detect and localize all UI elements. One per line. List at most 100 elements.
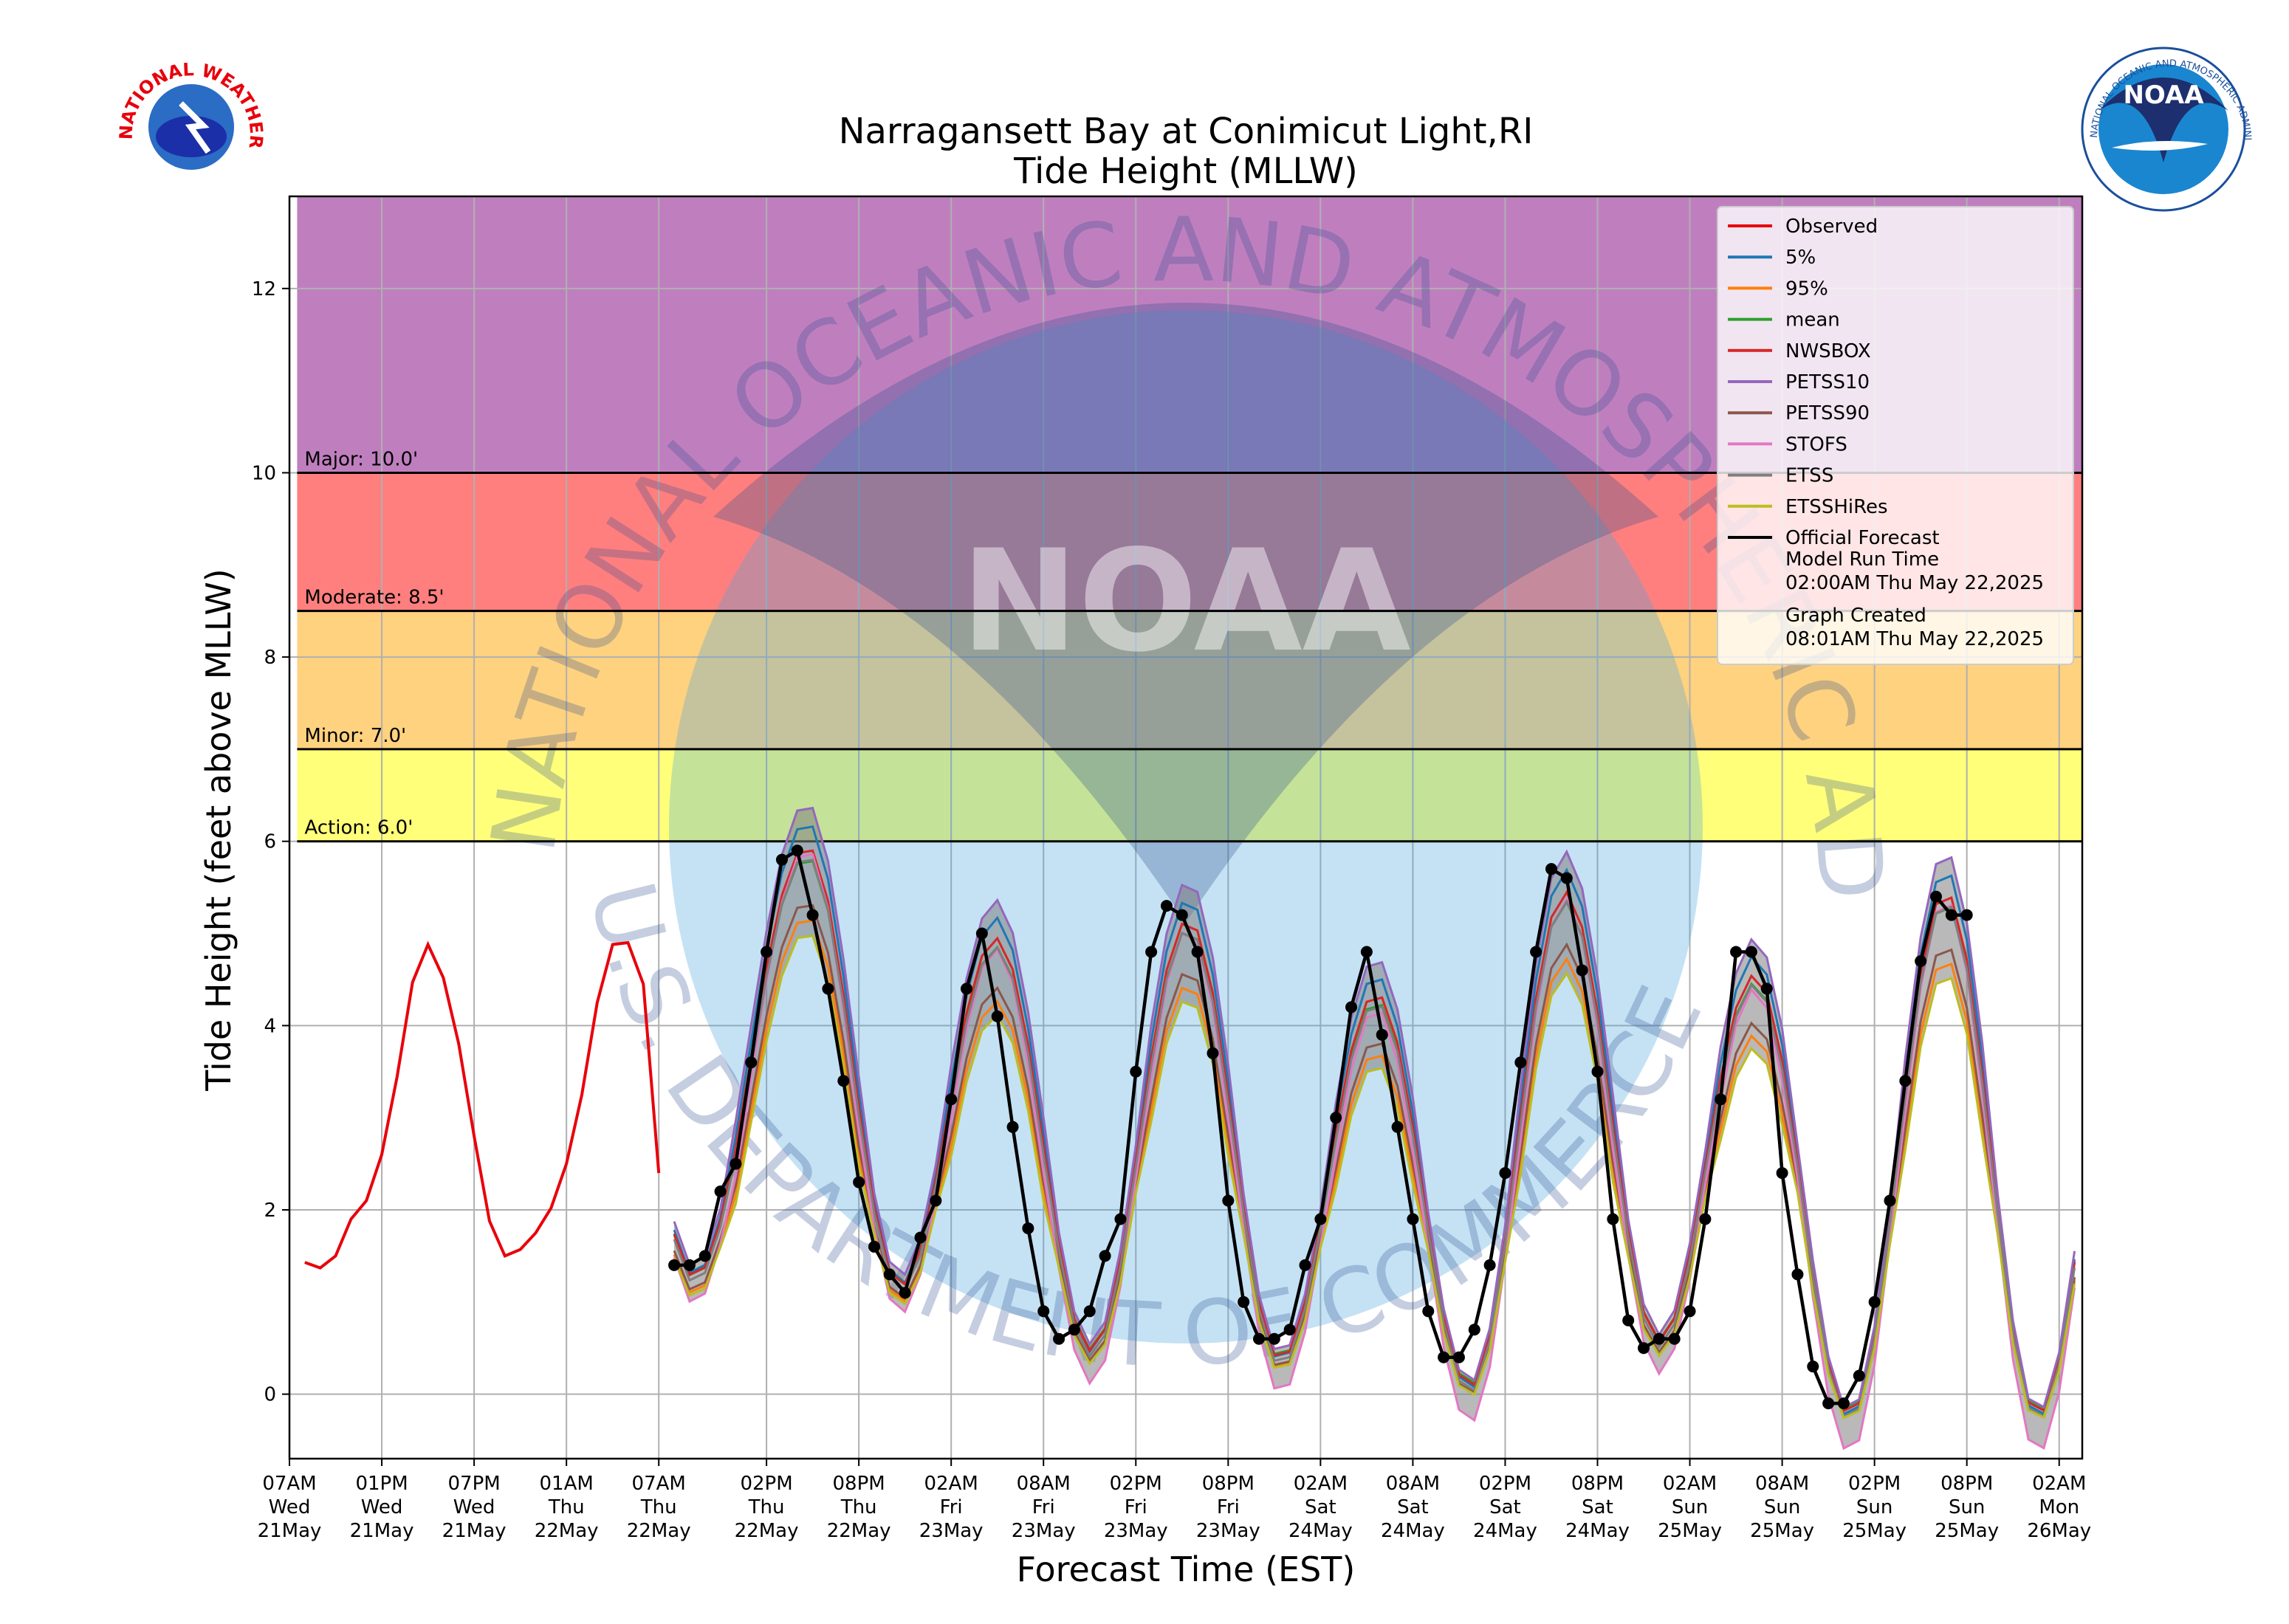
x-tick-label: Sun (1672, 1496, 1708, 1518)
x-tick-label: 25May (1658, 1520, 1722, 1542)
official-forecast-point (1514, 1056, 1527, 1069)
official-forecast-point (822, 983, 834, 995)
x-tick-label: 07AM (262, 1473, 316, 1495)
threshold-label-action: Action: 6.0' (304, 817, 413, 839)
official-forecast-point (1915, 954, 1927, 967)
official-forecast-point (1314, 1213, 1327, 1225)
x-tick-label: 02AM (1294, 1473, 1348, 1495)
official-forecast-point (1176, 909, 1188, 921)
official-forecast-point (1068, 1324, 1080, 1336)
noaa-logo-text: NOAA (2123, 80, 2204, 110)
official-forecast-point (1591, 1065, 1604, 1078)
y-tick-label: 12 (252, 278, 276, 300)
threshold-lines: Action: 6.0' Minor: 7.0' Moderate: 8.5' Maj… (297, 448, 2082, 843)
nws-logo-cloud (156, 116, 227, 157)
official-forecast-point (930, 1194, 942, 1207)
official-forecast-point (853, 1176, 865, 1188)
official-forecast-point (1037, 1305, 1050, 1318)
x-tick-label: Thu (748, 1496, 785, 1518)
official-forecast-point (1053, 1332, 1065, 1345)
legend-info-value: 08:01AM Thu May 22,2025 (1785, 628, 2044, 650)
legend-entry: ETSSHiRes (1785, 496, 1888, 518)
official-forecast-point (1145, 946, 1158, 958)
official-forecast-point (1330, 1112, 1342, 1124)
official-forecast-point (1960, 909, 1973, 921)
official-forecast-point (1083, 1305, 1096, 1318)
axes: 02468101207AMWed21May01PMWed21May07PMWed… (252, 195, 2091, 1542)
official-forecast-point (1530, 946, 1542, 958)
series-line-etsshires (673, 935, 2076, 1420)
legend-info-heading: Graph Created (1785, 605, 1926, 627)
x-tick-label: Fri (940, 1496, 963, 1518)
official-forecast-point (1407, 1213, 1419, 1225)
official-forecast-point (1745, 946, 1757, 958)
threshold-band-action (297, 749, 2082, 842)
official-forecast-point (1837, 1397, 1850, 1410)
official-forecast-point (1222, 1194, 1235, 1207)
legend-entry: 5% (1785, 247, 1816, 269)
nws-logo: NATIONAL WEATHER SERVICE (0, 0, 267, 170)
threshold-label-major: Major: 10.0' (304, 448, 418, 470)
x-tick-label: 23May (1104, 1520, 1168, 1542)
official-forecast-point (1576, 964, 1588, 977)
x-tick-label: 26May (2027, 1520, 2091, 1542)
x-tick-label: Sat (1582, 1496, 1613, 1518)
official-forecast-point (1160, 900, 1173, 912)
x-tick-label: 24May (1565, 1520, 1630, 1542)
official-forecast-point (837, 1075, 850, 1087)
x-tick-label: Fri (1217, 1496, 1240, 1518)
official-forecast-point (1853, 1369, 1865, 1382)
series-line-stofs (673, 853, 2076, 1451)
official-forecast-point (745, 1056, 758, 1069)
x-tick-label: 08PM (1202, 1473, 1255, 1495)
official-forecast-point (1760, 983, 1773, 995)
x-tick-label: 21May (350, 1520, 414, 1542)
y-axis-label: Tide Height (feet above MLLW) (199, 568, 238, 1092)
official-forecast-point (1622, 1314, 1635, 1327)
legend-entry: PETSS10 (1785, 371, 1870, 393)
official-forecast-point (1545, 863, 1557, 875)
official-forecast-point (1930, 890, 1943, 903)
official-forecast-point (899, 1287, 911, 1299)
official-forecast-point (1699, 1213, 1712, 1225)
x-tick-label: 07AM (632, 1473, 686, 1495)
x-tick-label: Wed (453, 1496, 495, 1518)
legend-entry: ETSS (1785, 465, 1833, 487)
x-tick-label: Wed (269, 1496, 311, 1518)
y-tick-label: 10 (252, 462, 276, 484)
official-forecast-point (1884, 1194, 1896, 1207)
official-forecast-point (1499, 1167, 1511, 1180)
legend-entry: mean (1785, 309, 1840, 331)
official-forecast-point (1191, 946, 1204, 958)
x-tick-label: 08PM (1571, 1473, 1624, 1495)
noaa-logo-upper (2098, 78, 2228, 162)
official-forecast-point (1099, 1250, 1111, 1262)
x-tick-label: Thu (548, 1496, 585, 1518)
official-forecast-point (1283, 1324, 1296, 1336)
official-forecast-point (883, 1268, 896, 1281)
official-forecast-point (868, 1240, 880, 1253)
x-tick-label: Fri (1032, 1496, 1055, 1518)
official-forecast-point (975, 927, 988, 940)
x-tick-label: 02AM (2032, 1473, 2086, 1495)
legend-entry: 95% (1785, 278, 1828, 300)
threshold-label-moderate: Moderate: 8.5' (304, 587, 444, 609)
x-tick-label: 22May (627, 1520, 691, 1542)
official-forecast-point (668, 1259, 681, 1271)
official-forecast-point (1345, 1001, 1358, 1014)
official-forecast-point (683, 1259, 696, 1271)
x-tick-label: 02PM (1848, 1473, 1901, 1495)
legend-info-heading: Model Run Time (1785, 548, 1939, 571)
official-forecast-point (1868, 1296, 1881, 1308)
x-tick-label: Wed (361, 1496, 403, 1518)
y-tick-label: 8 (264, 647, 276, 669)
official-forecast-point (1452, 1351, 1465, 1363)
official-forecast-point (991, 1010, 1003, 1022)
official-forecast-point (1438, 1351, 1450, 1363)
legend-entry: NWSBOX (1785, 340, 1871, 362)
official-forecast-point (961, 983, 973, 995)
x-tick-label: 24May (1473, 1520, 1537, 1542)
official-forecast-point (1252, 1332, 1265, 1345)
x-tick-label: 08AM (1386, 1473, 1440, 1495)
x-tick-label: 25May (1935, 1520, 1999, 1542)
